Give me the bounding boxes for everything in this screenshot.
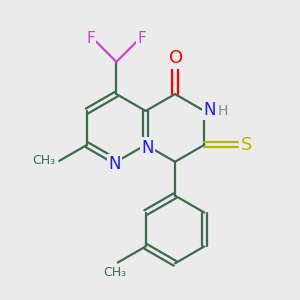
Text: F: F bbox=[138, 31, 146, 46]
Text: N: N bbox=[141, 139, 153, 157]
Text: H: H bbox=[218, 104, 228, 118]
Text: CH₃: CH₃ bbox=[103, 266, 127, 279]
Text: N: N bbox=[203, 100, 216, 118]
Text: CH₃: CH₃ bbox=[32, 154, 56, 167]
Text: F: F bbox=[86, 31, 95, 46]
Text: O: O bbox=[169, 50, 183, 68]
Text: S: S bbox=[242, 136, 253, 154]
Text: N: N bbox=[109, 155, 121, 173]
